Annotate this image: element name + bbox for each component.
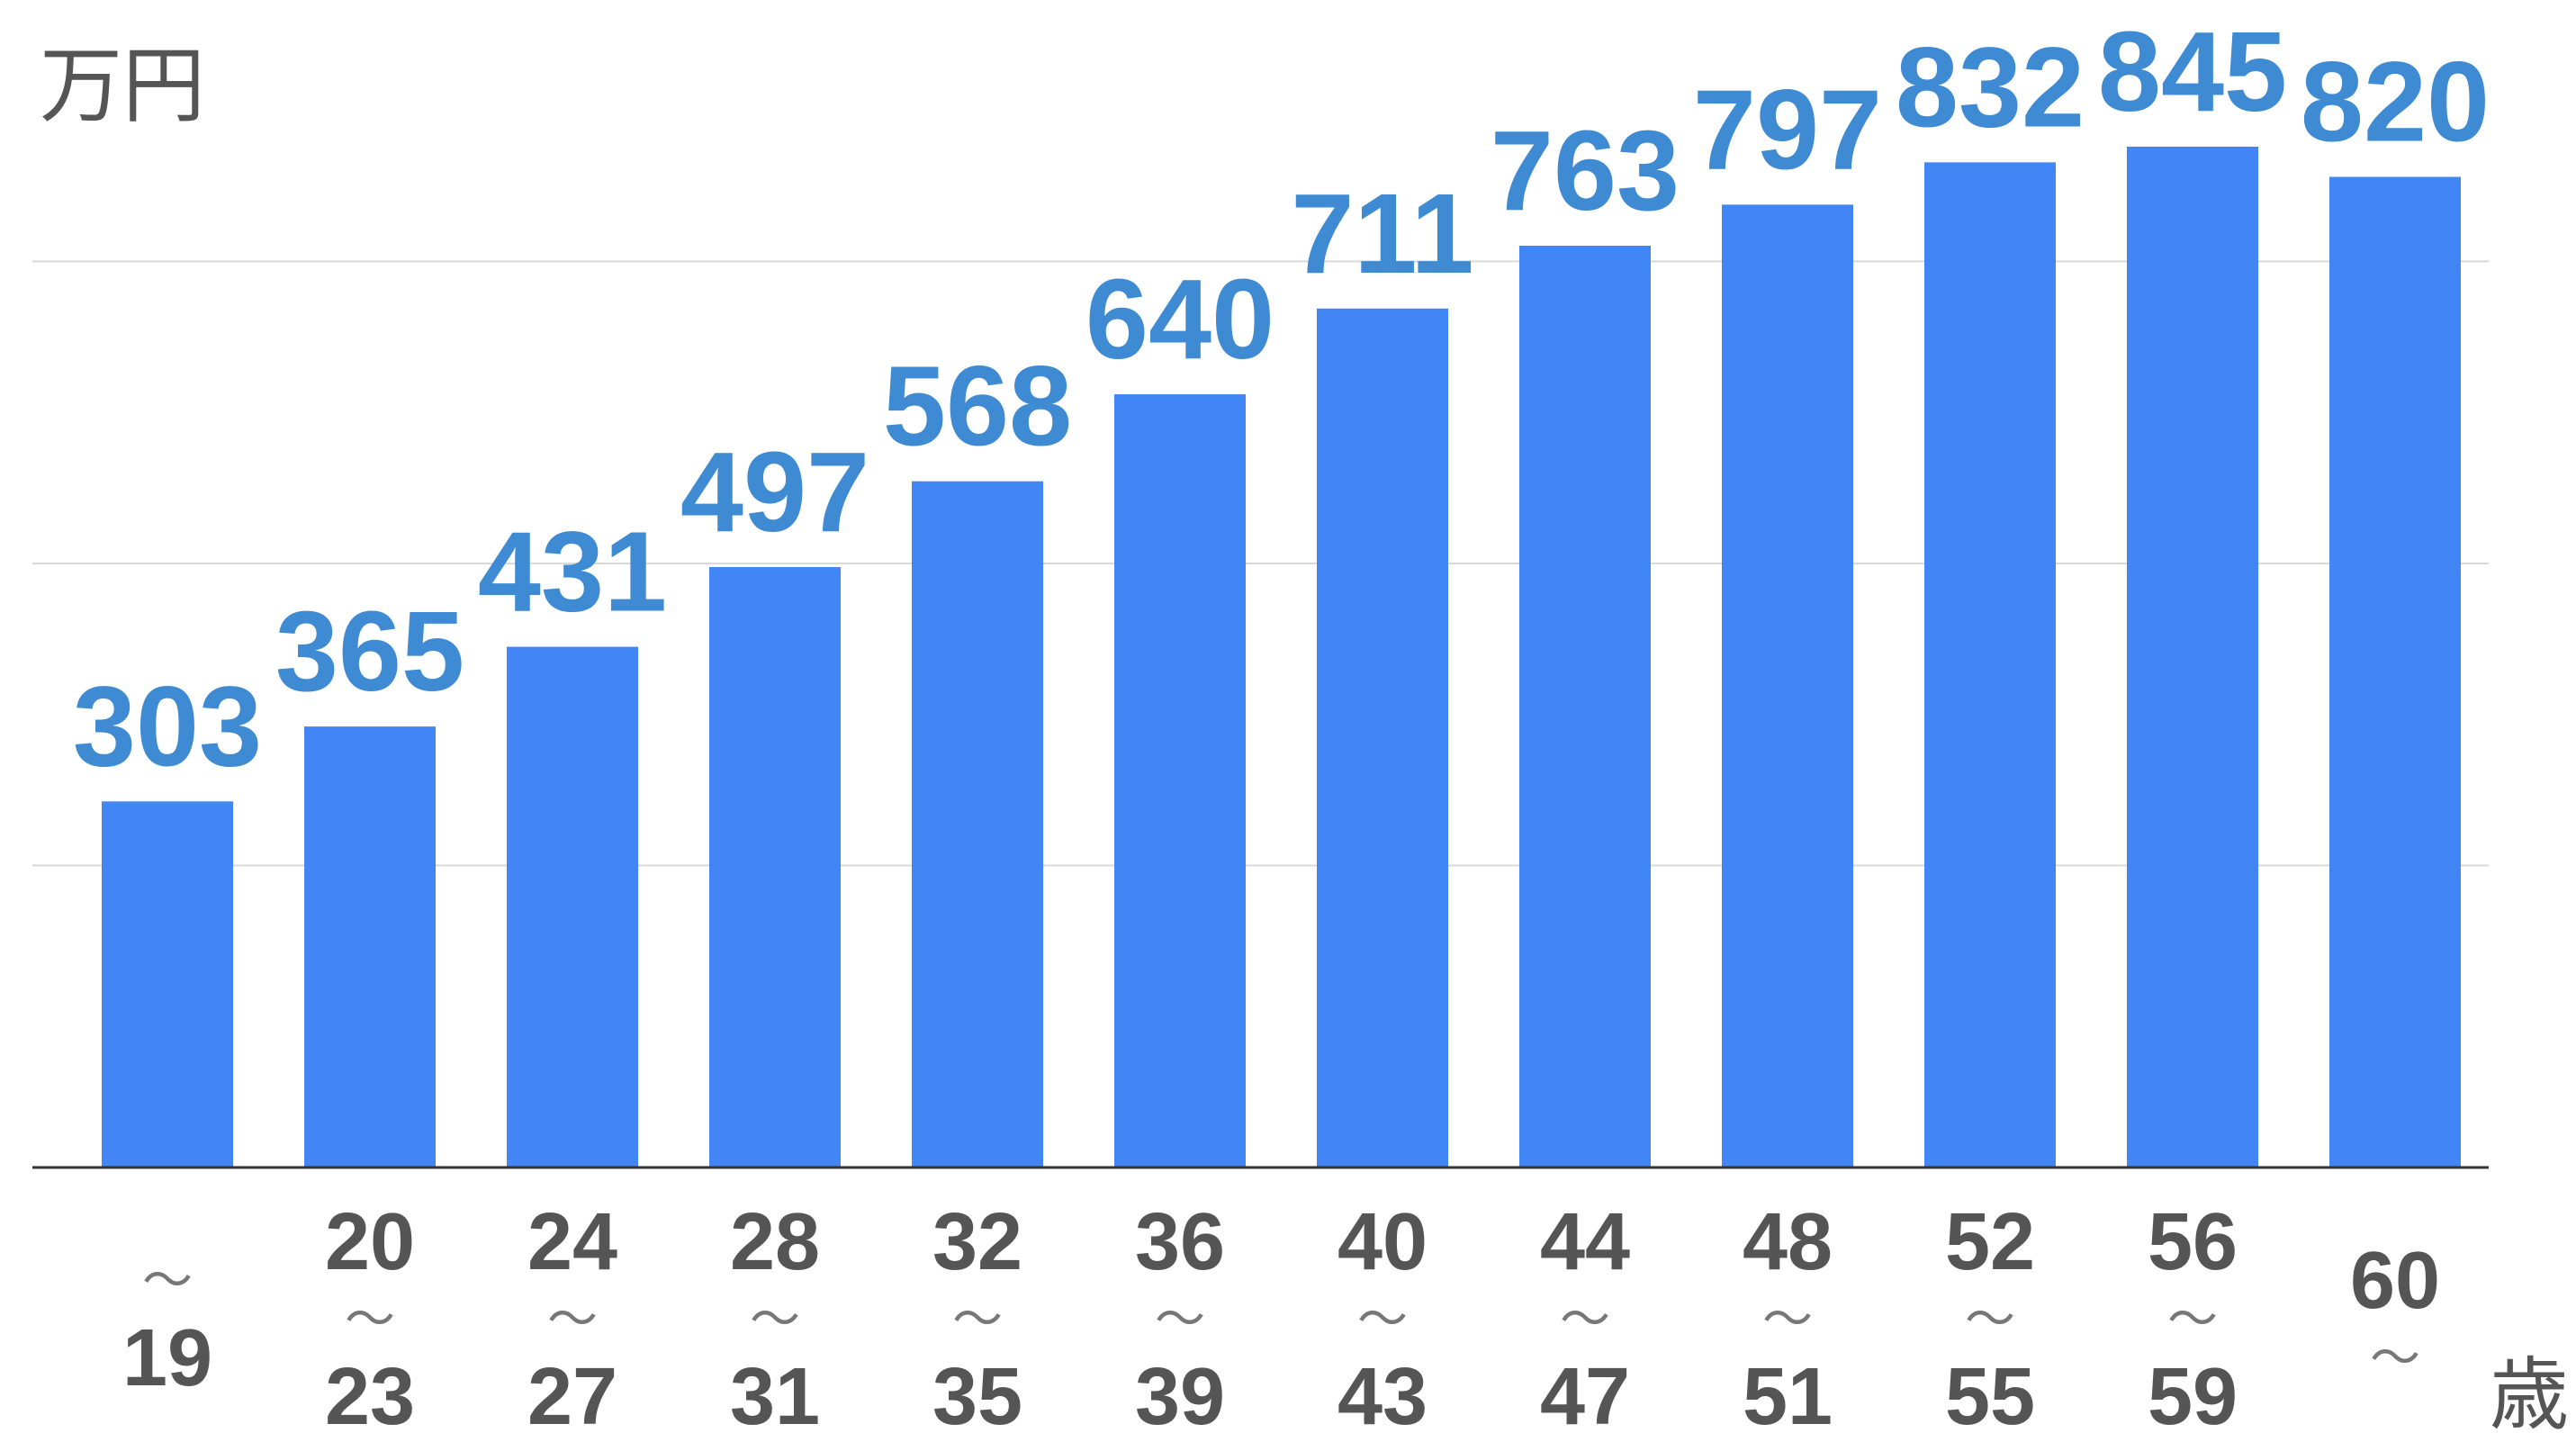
x-tick-label: 20 〜 23 xyxy=(324,1197,416,1442)
data-label: 431 xyxy=(478,509,667,635)
bars xyxy=(102,146,2461,1168)
data-label: 832 xyxy=(1896,23,2085,150)
data-label: 763 xyxy=(1491,107,1680,234)
data-label: 640 xyxy=(1085,256,1274,383)
bar xyxy=(102,801,233,1167)
x-tick-label: 24 〜 27 xyxy=(527,1197,618,1442)
x-tick-label: 48 〜 51 xyxy=(1742,1197,1833,1442)
bar xyxy=(1114,394,1246,1168)
gridlines xyxy=(32,260,2489,867)
x-tick-label: 〜 19 xyxy=(122,1252,213,1403)
y-axis-unit-label: 万円 xyxy=(40,41,206,132)
bar xyxy=(2329,176,2461,1168)
data-label: 568 xyxy=(883,343,1072,470)
bar xyxy=(1924,162,2056,1168)
bar xyxy=(709,566,841,1167)
data-label: 820 xyxy=(2301,38,2490,165)
data-label: 845 xyxy=(2098,8,2287,135)
bar xyxy=(912,481,1043,1167)
data-label: 797 xyxy=(1693,66,1882,193)
x-tick-label: 40 〜 43 xyxy=(1337,1197,1428,1442)
x-tick-label: 28 〜 31 xyxy=(729,1197,821,1442)
bar xyxy=(1722,204,1853,1168)
data-label: 303 xyxy=(73,662,262,789)
bar xyxy=(1317,308,1448,1167)
x-tick-label: 36 〜 39 xyxy=(1134,1197,1226,1442)
x-tick-label: 44 〜 47 xyxy=(1539,1197,1631,1442)
bar xyxy=(304,726,436,1167)
x-tick-label: 32 〜 35 xyxy=(932,1197,1023,1442)
data-label: 711 xyxy=(1291,170,1473,297)
x-tick-label: 52 〜 55 xyxy=(1944,1197,2036,1442)
data-label: 365 xyxy=(275,588,464,715)
bar xyxy=(2127,146,2258,1168)
data-label: 497 xyxy=(680,428,869,555)
bar xyxy=(1519,245,1651,1168)
x-axis-unit-label: 歳 xyxy=(2490,1350,2570,1439)
x-tick-label: 60 〜 xyxy=(2349,1236,2441,1386)
x-tick-label: 56 〜 59 xyxy=(2147,1197,2238,1442)
bar xyxy=(507,646,638,1167)
